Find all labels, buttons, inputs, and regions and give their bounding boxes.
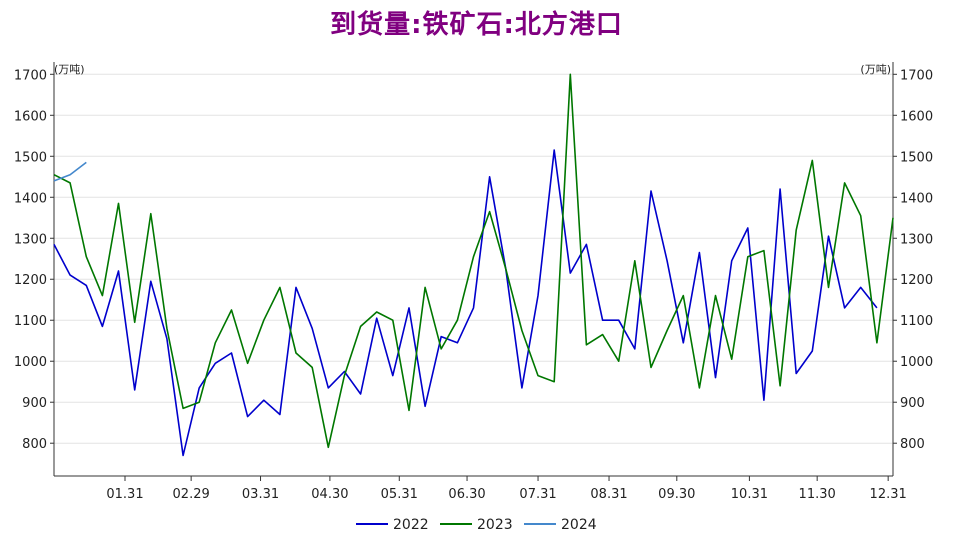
legend-label-2024: 2024	[561, 517, 597, 533]
x-tick-label: 09.30	[658, 487, 695, 502]
y-tick-label-left: 1000	[14, 355, 47, 370]
y-tick-label-left: 1300	[14, 232, 47, 247]
y-tick-label-right: 1100	[900, 314, 933, 329]
y-tick-label-right: 1200	[900, 273, 933, 288]
x-tick-label: 01.31	[106, 487, 143, 502]
x-tick-label: 11.30	[799, 487, 836, 502]
y-unit-left: (万吨)	[54, 63, 85, 76]
legend-label-2023: 2023	[477, 517, 513, 533]
y-tick-label-left: 1100	[14, 314, 47, 329]
y-tick-label-right: 1700	[900, 68, 933, 83]
series-line-2023	[53, 73, 894, 449]
series-line-2022	[53, 149, 878, 457]
y-tick-label-left: 1200	[14, 273, 47, 288]
y-tick-label-left: 800	[22, 437, 47, 452]
y-tick-label-right: 1000	[900, 355, 933, 370]
series-line-2024	[53, 161, 87, 182]
y-tick-label-right: 1500	[900, 150, 933, 165]
x-tick-label: 03.31	[242, 487, 279, 502]
grid-lines	[54, 73, 893, 444]
y-tick-label-left: 1500	[14, 150, 47, 165]
x-tick-label: 05.31	[381, 487, 418, 502]
legend: 2022 2023 2024	[356, 517, 597, 533]
x-tick-label: 12.31	[870, 487, 907, 502]
series-lines	[53, 73, 894, 457]
y-tick-label-left: 1400	[14, 191, 47, 206]
y-unit-right: (万吨)	[860, 63, 891, 76]
y-tick-label-left: 1600	[14, 109, 47, 124]
axes: 800 800 900 900 1000 1000 1100 1100 1200 1200 1300…	[14, 62, 933, 502]
x-tick-label: 04.30	[311, 487, 348, 502]
y-tick-label-right: 800	[900, 437, 925, 452]
y-tick-label-right: 900	[900, 396, 925, 411]
x-tick-label: 06.30	[448, 487, 485, 502]
legend-label-2022: 2022	[393, 517, 429, 533]
y-tick-label-left: 900	[22, 396, 47, 411]
y-tick-label-right: 1300	[900, 232, 933, 247]
chart-title: 到货量:铁矿石:北方港口	[330, 10, 623, 40]
x-tick-label: 10.31	[731, 487, 768, 502]
y-tick-label-left: 1700	[14, 68, 47, 83]
x-tick-label: 02.29	[173, 487, 210, 502]
y-tick-label-right: 1600	[900, 109, 933, 124]
x-tick-label: 07.31	[519, 487, 556, 502]
x-tick-label: 08.31	[590, 487, 627, 502]
y-tick-label-right: 1400	[900, 191, 933, 206]
